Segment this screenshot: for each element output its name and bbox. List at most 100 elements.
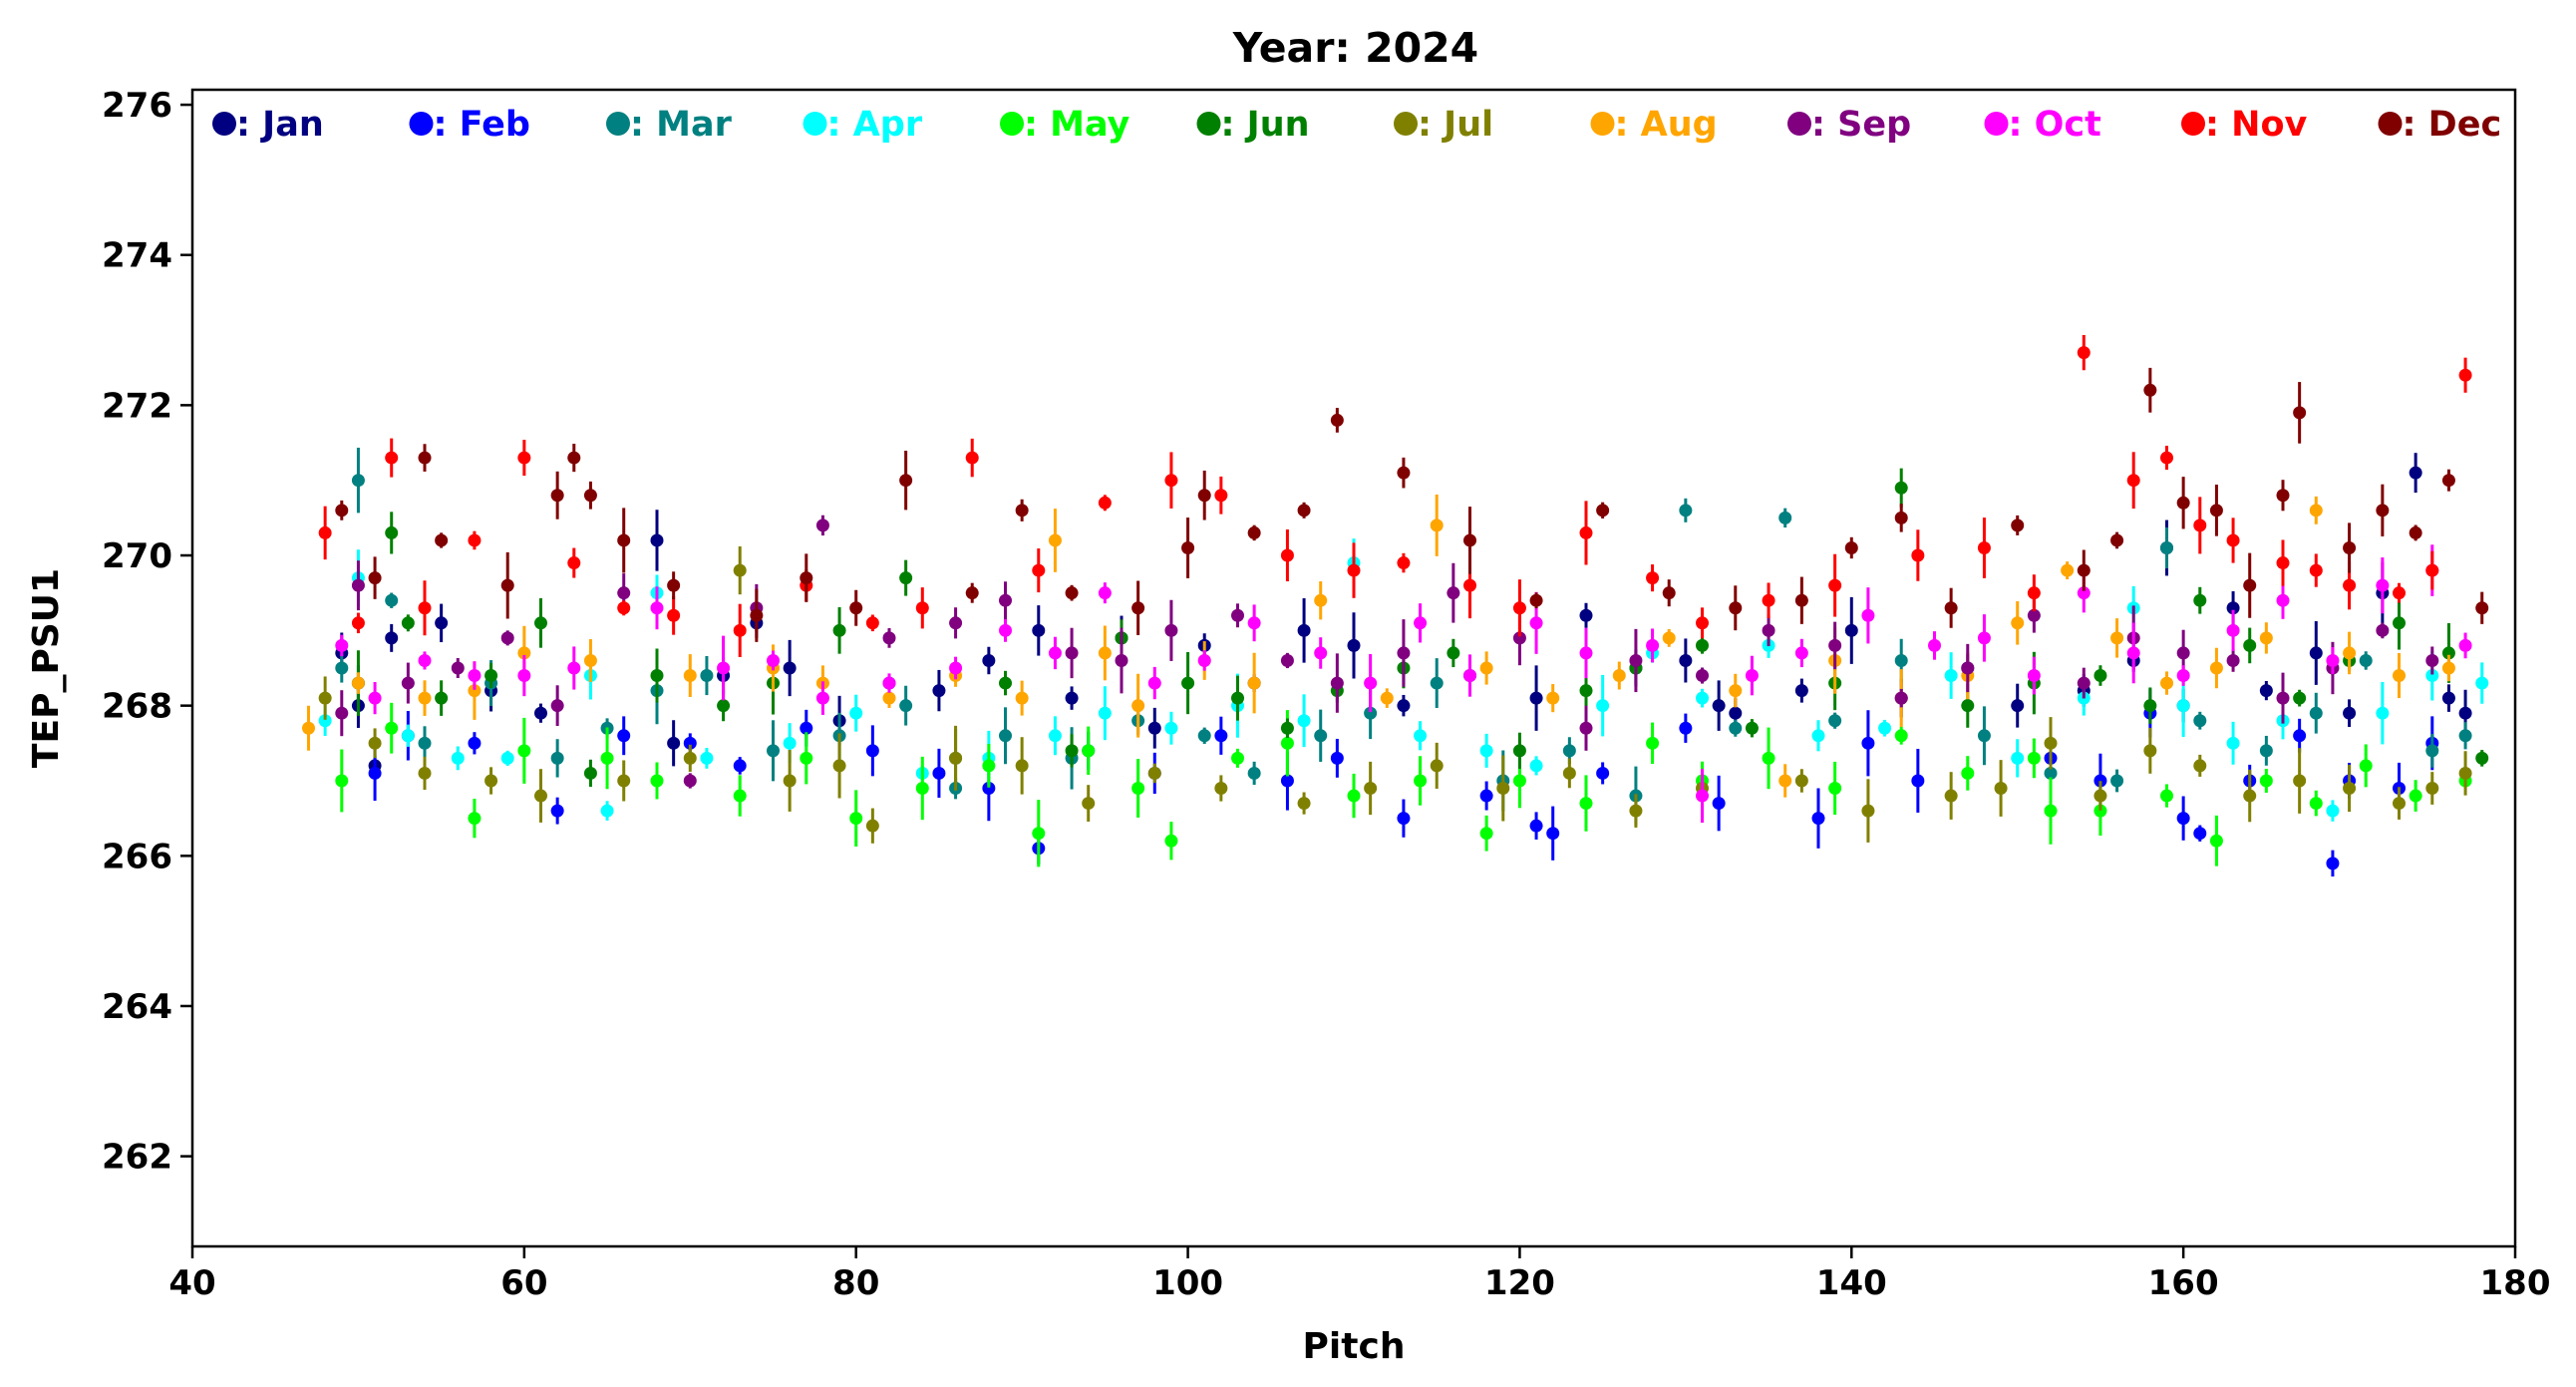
legend-label: : Jun (1221, 105, 1310, 145)
data-point (949, 751, 963, 765)
data-point (2475, 676, 2489, 690)
data-point (1197, 653, 1211, 667)
data-point (1280, 736, 1294, 750)
legend-label: : Dec (2403, 105, 2502, 145)
data-point (2193, 759, 2207, 773)
data-point (1015, 759, 1029, 773)
data-point (683, 751, 697, 765)
data-point (2343, 706, 2357, 720)
data-point (1231, 691, 1244, 705)
data-point (617, 586, 631, 600)
data-point (2393, 586, 2406, 600)
data-point (2110, 533, 2124, 547)
data-point (1646, 638, 1660, 652)
data-point (767, 653, 780, 667)
data-point (2441, 646, 2455, 660)
data-point (534, 706, 547, 720)
data-point (2441, 691, 2455, 705)
data-point (1662, 586, 1676, 600)
data-point (1762, 623, 1775, 637)
data-point (1065, 586, 1079, 600)
data-point (965, 586, 979, 600)
data-point (1164, 474, 1178, 488)
data-point (2027, 751, 2041, 765)
data-point (1729, 684, 1743, 698)
data-point (2209, 834, 2223, 848)
x-axis-title: Pitch (1303, 1326, 1406, 1367)
data-point (1745, 669, 1759, 683)
data-point (849, 601, 863, 615)
x-tick-label: 40 (168, 1263, 215, 1303)
data-point (1414, 774, 1428, 788)
data-point (882, 631, 896, 645)
data-point (815, 691, 829, 705)
data-point (401, 676, 415, 690)
data-point (2458, 706, 2472, 720)
data-point (1828, 714, 1842, 728)
data-point (1131, 782, 1145, 796)
data-point (2077, 586, 2091, 600)
data-point (965, 451, 979, 465)
data-point (1696, 616, 1709, 630)
data-point (1364, 676, 1378, 690)
data-point (1447, 646, 1460, 660)
data-point (335, 504, 349, 518)
data-point (1596, 504, 1610, 518)
data-point (351, 676, 365, 690)
data-point (385, 451, 399, 465)
data-point (1181, 676, 1195, 690)
data-point (2409, 789, 2422, 803)
series-12 (335, 367, 2489, 642)
data-point (2077, 563, 2091, 577)
data-point (468, 812, 482, 826)
data-point (1164, 721, 1178, 735)
data-point (1961, 661, 1975, 675)
data-point (2093, 804, 2107, 818)
data-point (1696, 669, 1709, 683)
y-axis: 262 264 266 268 270 272 274 276 (102, 86, 192, 1178)
data-point (2143, 383, 2157, 397)
data-point (2458, 729, 2472, 743)
data-point (2393, 797, 2406, 811)
data-point (733, 563, 747, 577)
data-point (2409, 525, 2422, 539)
data-point (2193, 827, 2207, 841)
data-point (318, 525, 332, 539)
data-point (418, 451, 432, 465)
data-point (2343, 646, 2357, 660)
data-point (1214, 729, 1228, 743)
data-point (2309, 646, 2323, 660)
data-point (1762, 751, 1775, 765)
chart-title: Year: 2024 (1232, 24, 1478, 72)
data-point (2259, 684, 2273, 698)
data-point (1479, 789, 1493, 803)
data-point (1314, 593, 1328, 607)
data-point (1911, 548, 1925, 562)
data-point (418, 766, 432, 780)
x-axis: 40 60 80 100 120 140 160 180 (168, 1246, 2550, 1303)
data-point (1297, 623, 1311, 637)
data-point (650, 669, 664, 683)
data-point (2143, 699, 2157, 713)
data-point (517, 744, 531, 758)
data-point (1280, 721, 1294, 735)
data-point (1646, 571, 1660, 585)
data-point (2376, 504, 2390, 518)
data-point (1364, 782, 1378, 796)
data-point (899, 474, 913, 488)
data-point (1861, 736, 1875, 750)
x-tick-label: 180 (2480, 1263, 2551, 1303)
data-point (1447, 586, 1460, 600)
data-point (2425, 669, 2439, 683)
data-point (1048, 729, 1062, 743)
data-point (1147, 721, 1161, 735)
data-point (1430, 519, 1444, 532)
data-point (435, 691, 449, 705)
data-point (484, 669, 498, 683)
data-point (783, 736, 797, 750)
data-point (1696, 789, 1709, 803)
x-tick-label: 60 (500, 1263, 547, 1303)
data-point (2326, 804, 2340, 818)
data-point (1397, 556, 1411, 570)
series-5 (335, 702, 2472, 867)
